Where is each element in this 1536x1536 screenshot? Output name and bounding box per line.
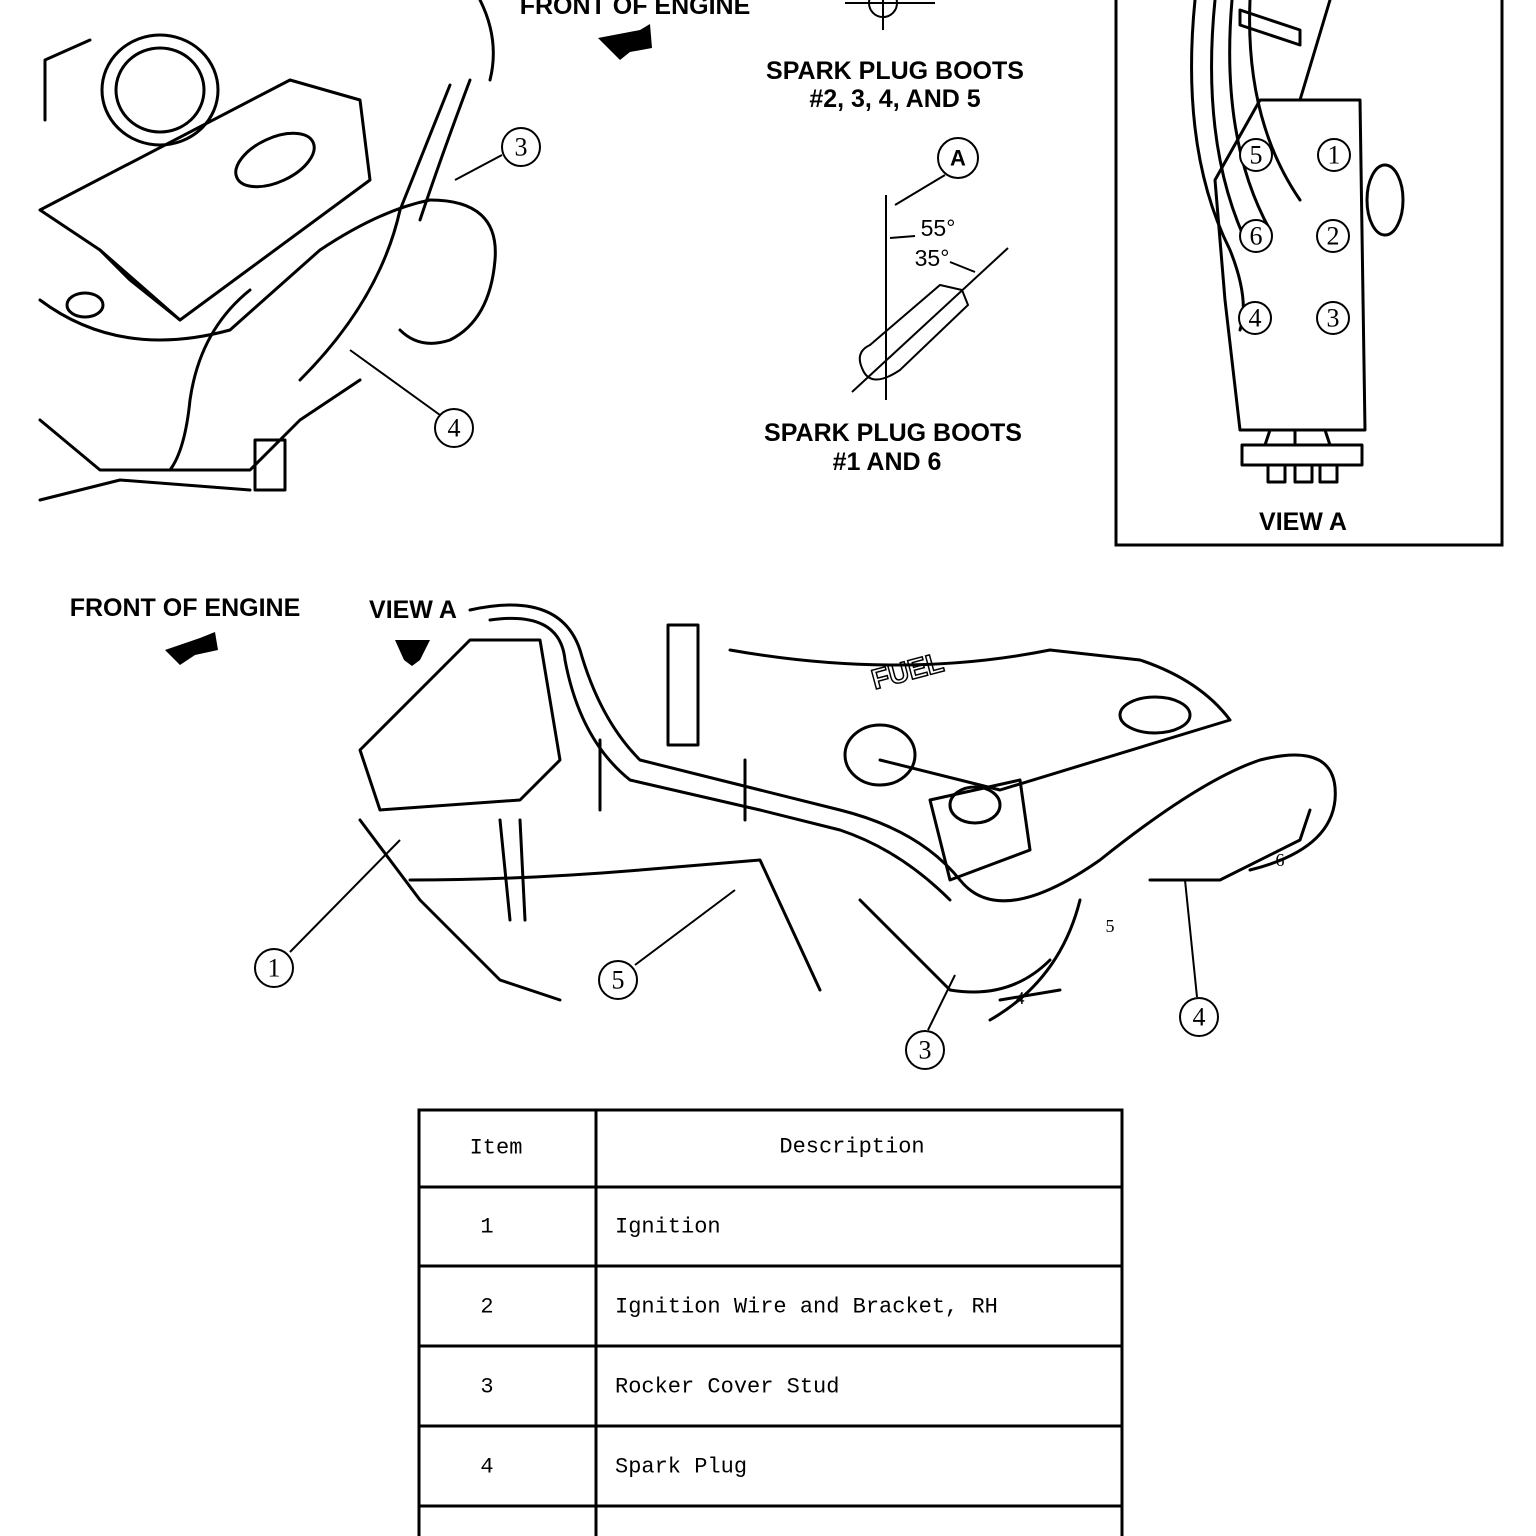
coil-pack-sketch	[1190, 0, 1405, 484]
description-cell: Rocker Cover Stud	[615, 1375, 839, 1400]
angle-label: 55°	[921, 215, 956, 241]
leader-lines	[289, 839, 1198, 1031]
boots-label: SPARK PLUG BOOTS	[764, 419, 1022, 447]
table-header: Description	[779, 1135, 924, 1160]
wire-number: 6	[1276, 850, 1285, 870]
wire-number: 4	[1016, 988, 1025, 1008]
wire-number: 5	[1106, 916, 1115, 936]
description-cell: Spark Plug	[615, 1455, 747, 1480]
callout: 3	[515, 133, 528, 162]
view-label: VIEW A	[369, 596, 457, 624]
callout: 5	[612, 966, 625, 995]
boots-label: #2, 3, 4, AND 5	[809, 85, 980, 113]
item-cell: 2	[480, 1295, 493, 1320]
front-label: FRONT OF ENGINE	[70, 594, 301, 622]
table-header: Item	[470, 1136, 523, 1161]
item-cell: 3	[480, 1375, 493, 1400]
leader-line	[454, 154, 503, 181]
callout: 4	[448, 414, 461, 443]
callout-circle	[501, 127, 541, 167]
engine-sketch-bottom	[358, 603, 1337, 1022]
boots-label: SPARK PLUG BOOTS	[766, 57, 1024, 85]
callout: 4	[1193, 1003, 1206, 1032]
coil-number: 4	[1249, 304, 1262, 333]
table-rows: 1 Ignition 2 Ignition Wire and Bracket, RH 3…	[480, 1215, 997, 1480]
coil-number: 6	[1250, 222, 1263, 251]
arrow	[395, 640, 430, 666]
leader-line	[349, 349, 441, 416]
boots-label: #1 AND 6	[833, 448, 942, 476]
target-symbol	[845, 0, 935, 30]
callout-circle	[254, 948, 294, 988]
coil-number: 3	[1327, 304, 1340, 333]
view-a-box	[1114, 0, 1504, 547]
engine-sketch-top	[38, 0, 497, 502]
coil-number: 2	[1327, 222, 1340, 251]
callout-circle	[1179, 997, 1219, 1037]
arrow	[598, 24, 652, 60]
detail-marker: A	[950, 146, 966, 171]
front-label: FRONT OF ENGINE	[520, 0, 751, 20]
callout: 1	[268, 954, 281, 983]
detail-circle	[937, 137, 979, 179]
description-cell: Ignition	[615, 1215, 721, 1240]
coil-number: 1	[1328, 141, 1341, 170]
angle-label: 35°	[915, 245, 950, 271]
cover-text: FUEL	[868, 646, 947, 695]
table	[417, 1108, 1124, 1536]
coil-circles	[1238, 138, 1351, 335]
item-cell: 4	[480, 1455, 493, 1480]
item-cell: 1	[480, 1215, 493, 1240]
view-caption: VIEW A	[1259, 508, 1347, 536]
callout: 3	[919, 1036, 932, 1065]
callout-circle	[434, 408, 474, 448]
arrow	[165, 632, 218, 665]
description-cell: Ignition Wire and Bracket, RH	[615, 1295, 998, 1320]
callout-circle	[598, 960, 638, 1000]
callout-circle	[905, 1030, 945, 1070]
coil-number: 5	[1250, 141, 1263, 170]
boot-angle-sketch	[851, 174, 1009, 400]
